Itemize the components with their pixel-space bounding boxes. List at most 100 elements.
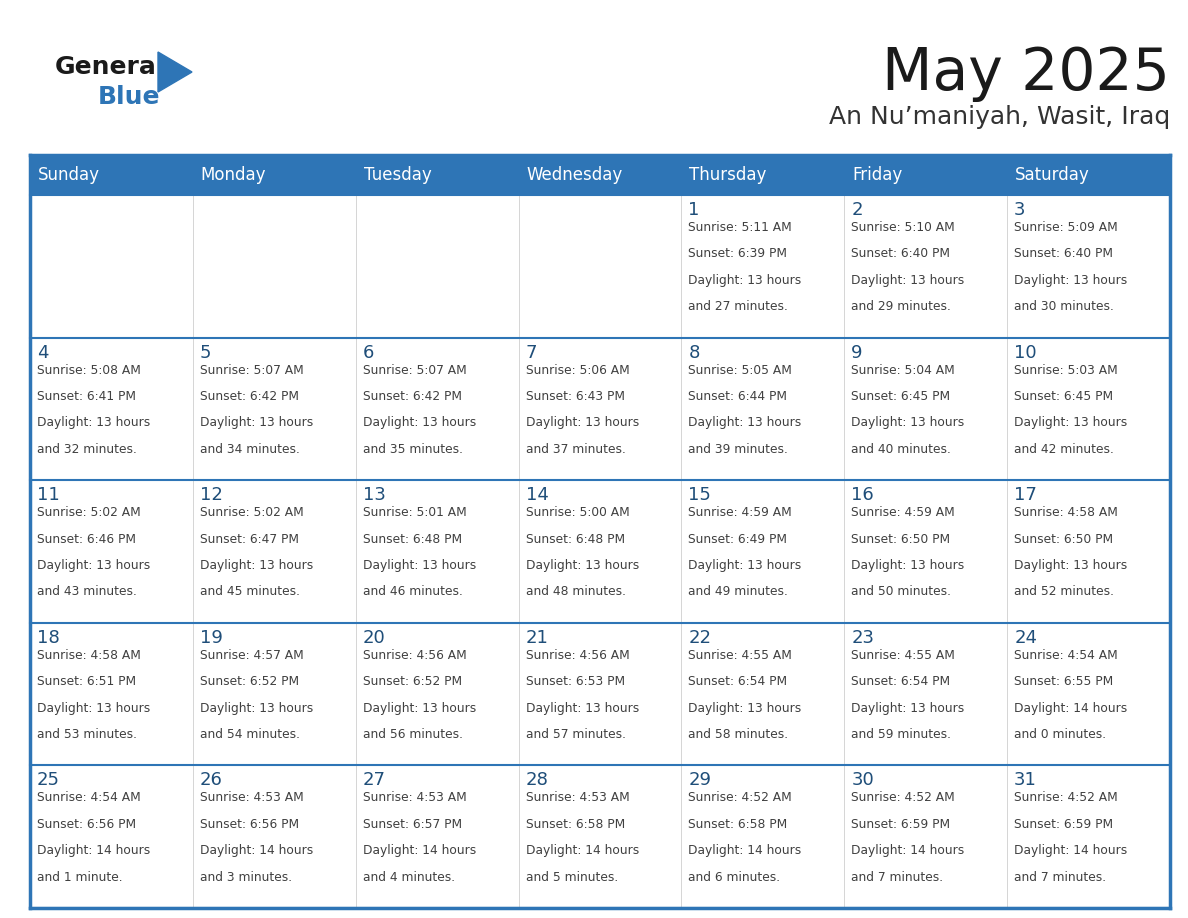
Text: Saturday: Saturday [1015,166,1089,184]
Bar [682,766,845,908]
Bar [519,622,682,766]
Text: Sunset: 6:58 PM: Sunset: 6:58 PM [688,818,788,831]
Text: 11: 11 [37,487,59,504]
Text: Sunset: 6:54 PM: Sunset: 6:54 PM [852,675,950,688]
Text: Sunrise: 4:52 AM: Sunrise: 4:52 AM [852,791,955,804]
Text: Sunset: 6:49 PM: Sunset: 6:49 PM [688,532,788,545]
Bar [682,195,845,338]
Bar [192,338,355,480]
Text: Daylight: 13 hours: Daylight: 13 hours [200,417,314,430]
Text: Sunset: 6:41 PM: Sunset: 6:41 PM [37,390,135,403]
Text: Sunset: 6:39 PM: Sunset: 6:39 PM [688,247,788,261]
Bar [1007,338,1170,480]
Text: Sunset: 6:56 PM: Sunset: 6:56 PM [37,818,137,831]
Text: Sunrise: 5:08 AM: Sunrise: 5:08 AM [37,364,141,376]
Text: Daylight: 13 hours: Daylight: 13 hours [1015,274,1127,286]
Text: Monday: Monday [201,166,266,184]
Text: 31: 31 [1015,771,1037,789]
Text: and 56 minutes.: and 56 minutes. [362,728,462,741]
Text: 20: 20 [362,629,385,647]
Text: Sunset: 6:42 PM: Sunset: 6:42 PM [200,390,299,403]
Bar [30,195,192,338]
Bar [192,480,355,622]
Text: Daylight: 13 hours: Daylight: 13 hours [362,701,476,714]
Text: 24: 24 [1015,629,1037,647]
Text: Daylight: 13 hours: Daylight: 13 hours [1015,559,1127,572]
Bar [845,480,1007,622]
Text: Sunrise: 4:58 AM: Sunrise: 4:58 AM [37,649,141,662]
Text: Sunrise: 5:07 AM: Sunrise: 5:07 AM [200,364,304,376]
Text: Daylight: 13 hours: Daylight: 13 hours [200,701,314,714]
Text: Daylight: 14 hours: Daylight: 14 hours [1015,701,1127,714]
Text: 28: 28 [525,771,549,789]
Text: and 52 minutes.: and 52 minutes. [1015,586,1114,599]
Text: and 39 minutes.: and 39 minutes. [688,442,789,455]
Text: Daylight: 14 hours: Daylight: 14 hours [200,845,314,857]
Text: General: General [55,55,165,79]
Text: and 30 minutes.: and 30 minutes. [1015,300,1114,313]
Text: Sunrise: 4:55 AM: Sunrise: 4:55 AM [852,649,955,662]
Text: and 45 minutes.: and 45 minutes. [200,586,299,599]
Text: and 7 minutes.: and 7 minutes. [852,870,943,883]
Text: 4: 4 [37,343,49,362]
Text: and 54 minutes.: and 54 minutes. [200,728,299,741]
Text: and 6 minutes.: and 6 minutes. [688,870,781,883]
Text: Daylight: 13 hours: Daylight: 13 hours [37,559,150,572]
Bar [30,480,192,622]
Text: and 46 minutes.: and 46 minutes. [362,586,462,599]
Text: Daylight: 13 hours: Daylight: 13 hours [37,417,150,430]
Text: Sunrise: 4:55 AM: Sunrise: 4:55 AM [688,649,792,662]
Text: and 49 minutes.: and 49 minutes. [688,586,789,599]
Text: Sunset: 6:46 PM: Sunset: 6:46 PM [37,532,135,545]
Text: Thursday: Thursday [689,166,766,184]
Text: 25: 25 [37,771,61,789]
Text: 5: 5 [200,343,211,362]
Text: Sunrise: 4:53 AM: Sunrise: 4:53 AM [525,791,630,804]
Text: Sunrise: 4:59 AM: Sunrise: 4:59 AM [852,506,955,520]
Text: and 3 minutes.: and 3 minutes. [200,870,292,883]
Text: Daylight: 13 hours: Daylight: 13 hours [525,701,639,714]
Bar [30,622,192,766]
Text: Friday: Friday [852,166,903,184]
Text: Daylight: 14 hours: Daylight: 14 hours [852,845,965,857]
Text: 3: 3 [1015,201,1025,219]
Text: Sunset: 6:59 PM: Sunset: 6:59 PM [852,818,950,831]
Bar [845,338,1007,480]
Text: and 35 minutes.: and 35 minutes. [362,442,462,455]
Text: An Nu’maniyah, Wasit, Iraq: An Nu’maniyah, Wasit, Iraq [829,105,1170,129]
Bar [355,195,519,338]
Text: Sunrise: 5:05 AM: Sunrise: 5:05 AM [688,364,792,376]
Text: and 5 minutes.: and 5 minutes. [525,870,618,883]
Text: Sunset: 6:45 PM: Sunset: 6:45 PM [852,390,950,403]
Text: Sunset: 6:56 PM: Sunset: 6:56 PM [200,818,299,831]
Bar [845,622,1007,766]
Text: Sunset: 6:52 PM: Sunset: 6:52 PM [200,675,299,688]
Text: Daylight: 13 hours: Daylight: 13 hours [200,559,314,572]
Text: Sunset: 6:59 PM: Sunset: 6:59 PM [1015,818,1113,831]
Bar [1007,195,1170,338]
Bar [1007,480,1170,622]
Text: and 34 minutes.: and 34 minutes. [200,442,299,455]
Text: Daylight: 14 hours: Daylight: 14 hours [688,845,802,857]
Text: and 43 minutes.: and 43 minutes. [37,586,137,599]
Bar [519,480,682,622]
Bar [192,766,355,908]
Text: 8: 8 [688,343,700,362]
Text: Sunset: 6:53 PM: Sunset: 6:53 PM [525,675,625,688]
Text: Sunset: 6:43 PM: Sunset: 6:43 PM [525,390,625,403]
Text: Sunrise: 5:09 AM: Sunrise: 5:09 AM [1015,221,1118,234]
Text: Sunrise: 5:01 AM: Sunrise: 5:01 AM [362,506,467,520]
Text: Daylight: 14 hours: Daylight: 14 hours [1015,845,1127,857]
Text: Daylight: 13 hours: Daylight: 13 hours [525,417,639,430]
Text: Daylight: 14 hours: Daylight: 14 hours [362,845,476,857]
Text: and 57 minutes.: and 57 minutes. [525,728,626,741]
Text: 15: 15 [688,487,712,504]
Text: Sunset: 6:42 PM: Sunset: 6:42 PM [362,390,462,403]
Text: and 59 minutes.: and 59 minutes. [852,728,952,741]
Text: Sunrise: 5:03 AM: Sunrise: 5:03 AM [1015,364,1118,376]
Text: 12: 12 [200,487,222,504]
Bar [355,480,519,622]
Bar [355,338,519,480]
Bar [30,766,192,908]
Text: and 1 minute.: and 1 minute. [37,870,122,883]
